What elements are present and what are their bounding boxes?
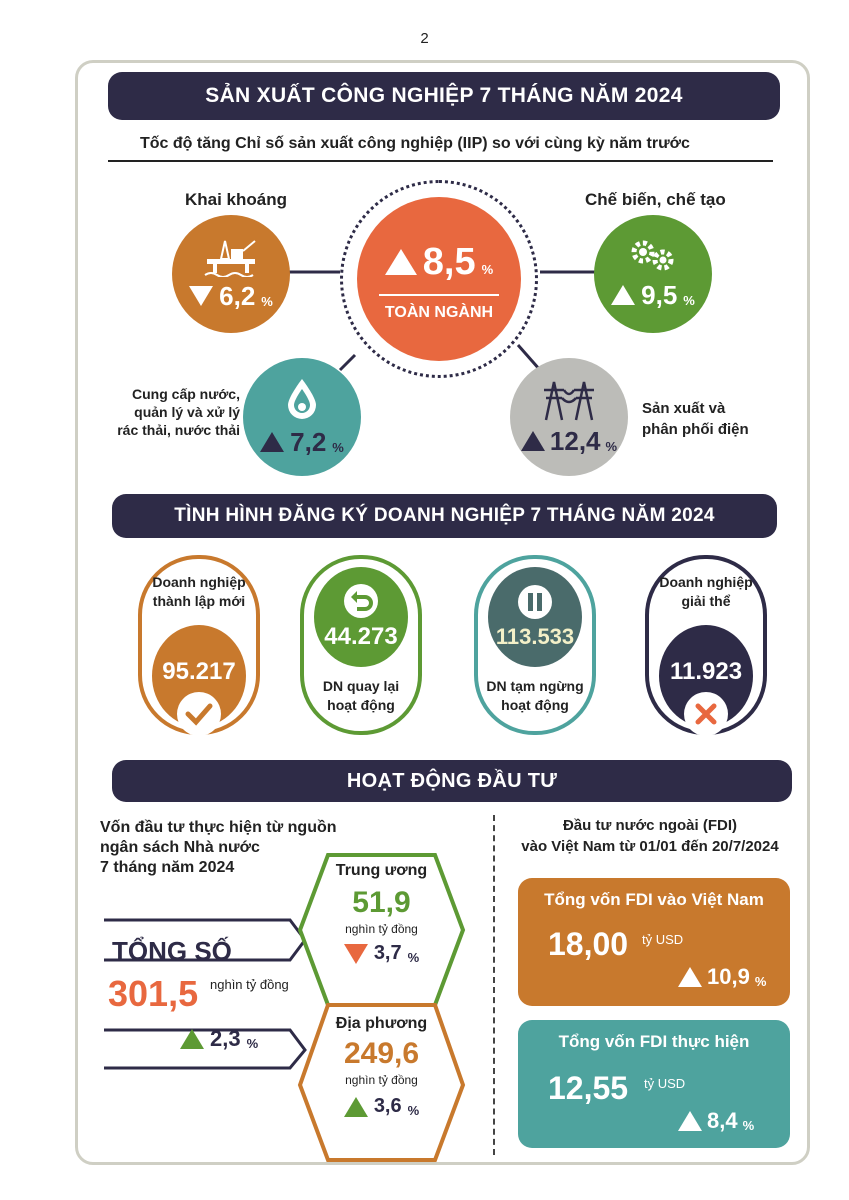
manufacturing-value: 9,5 [641,279,678,310]
central-change: 3,7 % [300,942,463,965]
page-number: 2 [420,30,429,47]
total-iip-value: 8,5 [422,240,476,283]
suspended-enterprise-value: 113.533 [495,624,575,649]
budget-total-change: 2,3 % [180,1026,258,1052]
enterprise-card-dissolved: Doanh nghiệp giải thể 11.923 [645,555,767,736]
section-banner-investment: HOẠT ĐỘNG ĐẦU TƯ [112,760,792,802]
up-arrow-icon [678,967,702,987]
local-hexagon: Địa phương 249,6 nghìn tỷ đồng 3,6 % [300,1015,463,1118]
return-enterprise-disc: 44.273 [314,567,408,667]
subtitle-divider [108,160,773,162]
center-divider [379,293,499,296]
electricity-label: Sản xuất và phân phối điện [642,400,749,438]
enterprise-card-return: 44.273 DN quay lại hoạt động [300,555,422,735]
fdi-disbursed-card: Tổng vốn FDI thực hiện 12,55 tỷ USD 8,4 … [518,1020,790,1148]
local-unit: nghìn tỷ đồng [345,1073,418,1087]
fdi-registered-change: 10,9 % [678,964,766,990]
mining-label: Khai khoáng [185,190,288,209]
return-icon [344,584,378,618]
connector-lines [280,270,600,372]
check-icon [177,692,221,736]
gears-icon [631,240,674,270]
water-circle: 7,2 % [243,358,361,476]
budget-total-label: TỔNG SỐ [112,936,232,966]
card-caption: DN tạm ngừng hoạt động [486,678,584,713]
electricity-value: 12,4 [549,425,601,456]
local-label: Địa phương [335,1015,428,1032]
fdi-disbursed-title: Tổng vốn FDI thực hiện [558,1032,750,1051]
fdi-disbursed-value: 12,55 [548,1070,629,1106]
budget-total-value: 301,5 [108,973,199,1014]
section-banner-enterprise: TÌNH HÌNH ĐĂNG KÝ DOANH NGHIỆP 7 THÁNG N… [112,494,777,538]
central-label: Trung ương [335,862,428,879]
power-tower-icon [544,381,594,420]
mining-circle: 6,2 % [172,215,290,333]
percent-sign: % [332,439,344,455]
section-banner-industry: SẢN XUẤT CÔNG NGHIỆP 7 THÁNG NĂM 2024 [108,72,780,120]
total-industry-label: TOÀN NGÀNH [384,303,494,321]
enterprise-card-suspended: 113.533 DN tạm ngừng hoạt động [474,555,596,735]
local-value: 249,6 [343,1037,420,1070]
up-arrow-icon [343,1096,368,1117]
up-arrow-icon [260,432,285,452]
fdi-registered-unit: tỷ USD [642,932,684,947]
iip-subtitle: Tốc độ tăng Chỉ số sản xuất công nghiệp … [140,135,690,152]
enterprise-card-new: Doanh nghiệp thành lập mới 95.217 [138,555,260,736]
percent-sign: % [605,438,618,454]
fdi-registered-card: Tổng vốn FDI vào Việt Nam 18,00 tỷ USD 1… [518,878,790,1006]
page-frame [75,60,810,1165]
up-arrow-icon [520,431,545,451]
local-change: 3,6 % [300,1095,463,1118]
up-arrow-icon [611,285,636,305]
column-divider [493,815,495,1155]
up-arrow-icon [384,249,417,275]
suspended-enterprise-disc: 113.533 [488,567,582,667]
fdi-heading: Đầu tư nước ngoài (FDI) vào Việt Nam từ … [521,817,779,855]
water-drop-icon [288,378,316,419]
pause-icon [518,585,552,619]
fdi-disbursed-unit: tỷ USD [644,1076,686,1091]
card-caption: Doanh nghiệp giải thể [659,574,753,609]
mining-value: 6,2 [219,280,256,311]
up-arrow-icon [180,1029,204,1049]
fdi-disbursed-change: 8,4 % [678,1108,754,1134]
card-caption: DN quay lại hoạt động [322,678,400,713]
water-label: Cung cấp nước, quản lý và xử lý rác thải… [117,386,240,438]
percent-sign: % [481,261,494,277]
dissolved-enterprise-value: 11.923 [669,658,743,685]
cross-icon [684,692,728,736]
percent-sign: % [261,293,273,309]
manufacturing-circle: 9,5 % [594,215,712,333]
electricity-circle: 12,4 % [510,358,628,476]
budget-heading: Vốn đầu tư thực hiện từ nguồn ngân sách … [100,819,337,876]
up-arrow-icon [678,1111,702,1131]
return-enterprise-value: 44.273 [324,623,398,650]
oil-rig-icon [204,239,256,277]
manufacturing-label: Chế biến, chế tạo [585,190,726,209]
new-enterprise-disc: 95.217 [152,625,246,727]
central-unit: nghìn tỷ đồng [345,922,418,936]
down-arrow-icon [343,943,368,964]
down-arrow-icon [189,286,214,306]
center-circle-dotted-ring [340,180,538,378]
central-value: 51,9 [352,886,411,919]
water-value: 7,2 [290,426,327,457]
central-hexagon: Trung ương 51,9 nghìn tỷ đồng 3,7 % [300,862,463,965]
percent-sign: % [683,292,695,308]
total-industry-circle: 8,5 % TOÀN NGÀNH [357,197,521,361]
budget-total-unit: nghìn tỷ đồng [210,977,289,992]
fdi-registered-value: 18,00 [548,926,629,962]
new-enterprise-value: 95.217 [162,658,236,685]
card-caption: Doanh nghiệp thành lập mới [152,574,246,609]
fdi-registered-title: Tổng vốn FDI vào Việt Nam [544,890,764,909]
